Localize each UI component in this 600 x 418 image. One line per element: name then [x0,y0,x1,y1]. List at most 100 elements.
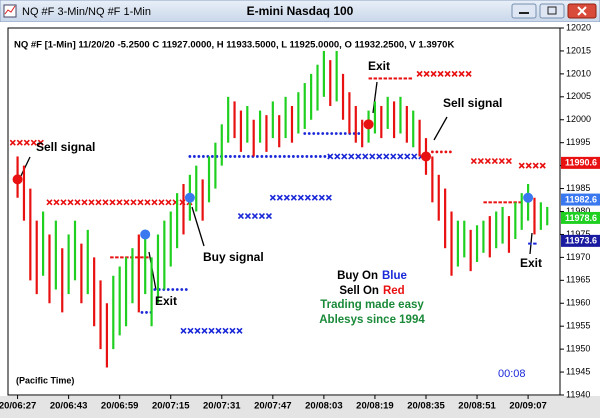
stop-dot [201,155,205,158]
stop-x [123,199,130,206]
annotation: Sell signal [443,96,502,110]
stop-dot [264,155,268,158]
price-tag [561,234,600,247]
chart-title: E-mini Nasdaq 100 [247,4,354,18]
stop-x [484,157,491,165]
stop-dot [153,288,157,291]
stop-dot [282,155,286,158]
annotation: Exit [368,59,390,73]
stop-x [318,194,325,201]
minimize-button[interactable] [511,3,537,19]
stop-dot [307,132,311,135]
stop-x [180,327,187,334]
stop-dot [318,155,322,158]
x-tick-label: 20/08:51 [458,401,496,412]
stop-x [518,162,525,169]
price-tag-label: 11973.6 [565,236,597,246]
stop-x [258,213,265,220]
y-tick-label: 11980 [566,206,590,216]
stop-dot [435,150,439,154]
stop-dot [188,155,192,158]
restore-button[interactable] [539,3,565,19]
stop-dot [184,288,188,291]
x-tick-label: 20/06:59 [101,401,139,412]
stop-x [297,194,304,201]
close-icon [577,6,587,16]
y-tick-label: 12010 [566,68,591,78]
stop-line [180,327,243,334]
stop-line [430,150,452,154]
stop-dot [175,288,179,291]
signal-dot [420,151,431,162]
legend-color: Red [383,285,405,297]
window-title: NQ #F 3-Min/NQ #F 1-Min [22,6,151,18]
stop-x [102,199,109,206]
stop-x [30,139,37,146]
stop-dot [269,155,273,158]
stop-dot [224,155,228,158]
stop-line [269,194,332,201]
stop-x [187,327,194,334]
stop-x [465,70,472,77]
stop-dot [343,132,347,135]
stop-dot [303,132,307,135]
countdown: 00:08 [498,368,526,380]
stop-dot [296,155,300,158]
stop-line [327,153,425,160]
stop-dot [312,132,316,135]
y-tick-label: 11940 [566,389,590,399]
signal-dot [12,174,23,185]
stop-x [236,327,243,334]
y-tick-label: 12015 [566,45,591,55]
stop-dot [430,150,434,154]
legend-text: Buy On [337,270,378,282]
restore-icon [547,6,557,15]
stop-dot [237,155,241,158]
x-tick-label: 20/08:03 [305,401,343,412]
x-tick-label: 20/07:31 [203,401,241,412]
arrow [372,81,378,114]
stop-x [376,153,383,160]
y-tick-label: 11970 [566,252,590,262]
chart-background [0,22,600,418]
annotation: Exit [520,256,542,270]
stop-dot [300,155,304,158]
price-tag [561,211,600,224]
stop-dot [321,132,325,135]
stop-line [237,213,272,220]
stop-dot [278,155,282,158]
stop-x [283,194,290,201]
stop-x [477,157,484,165]
stop-x [355,153,362,160]
stop-x [311,194,318,201]
price-tag-label: 11982.6 [565,194,597,204]
stop-dot [357,132,361,135]
stop-x [437,70,444,77]
stop-dot [323,155,327,158]
stop-x [215,327,222,334]
y-tick-label: 11945 [566,366,590,376]
stop-x [327,153,334,160]
stop-dot [339,132,343,135]
x-tick-label: 20/06:27 [0,401,36,412]
stop-dot [334,132,338,135]
stop-x [67,199,74,206]
stop-x [451,70,458,77]
stop-dot [140,311,144,314]
stop-x [404,153,411,160]
stop-dot [255,155,259,158]
stop-line [518,162,546,169]
stop-x [60,199,67,206]
stop-x [74,199,81,206]
stop-dot [305,155,309,158]
y-tick-label: 12005 [566,91,591,101]
signal-dot [523,192,534,203]
y-tick-label: 12000 [566,114,591,124]
stop-x [222,327,229,334]
stop-x [304,194,311,201]
x-tick-label: 20/07:47 [254,401,292,412]
stop-x [244,213,251,220]
stop-x [325,194,332,201]
stop-x [158,199,165,206]
stop-dot [197,155,201,158]
